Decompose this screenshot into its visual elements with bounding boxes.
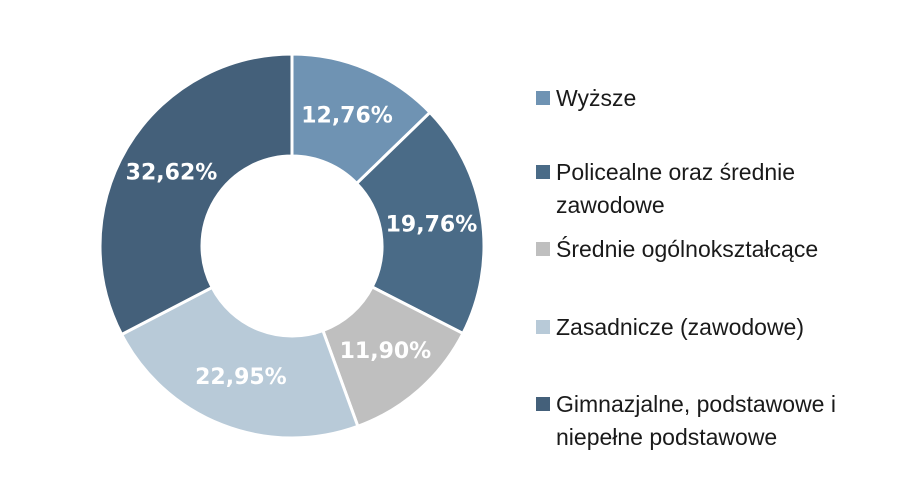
legend-swatch [536, 91, 550, 105]
legend-label: Wyższe [556, 85, 637, 111]
legend-item-policealne: Policealne oraz średnie zawodowe [536, 158, 856, 222]
data-label-srednie-ogolnoksztalcace: 11,90% [340, 339, 432, 364]
legend-item-srednie-ogolnoksztalcace: Średnie ogólnokształcące [536, 235, 891, 266]
legend-label: Zasadnicze (zawodowe) [556, 314, 805, 340]
legend-swatch [536, 242, 550, 256]
legend-item-gimnazjalne: Gimnazjalne, podstawowe i niepełne podst… [536, 390, 886, 454]
donut-slice-gimnazjalne [98, 52, 294, 336]
donut-slice-policealne [355, 110, 486, 335]
data-label-wyzsze: 12,76% [301, 104, 393, 129]
data-label-gimnazjalne: 32,62% [126, 160, 218, 185]
data-label-policealne: 19,76% [386, 213, 478, 238]
donut-slices [98, 52, 486, 440]
legend-label: Policealne oraz średnie zawodowe [556, 159, 796, 218]
legend-swatch [536, 320, 550, 334]
legend-item-zasadnicze: Zasadnicze (zawodowe) [536, 313, 891, 344]
legend-item-wyzsze: Wyższe [536, 84, 891, 115]
legend-swatch [536, 397, 550, 411]
legend-label: Średnie ogólnokształcące [556, 236, 819, 262]
donut-labels: 12,76% 19,76% 11,90% 22,95% 32,62% [126, 104, 478, 390]
legend-swatch [536, 165, 550, 179]
data-label-zasadnicze: 22,95% [195, 365, 287, 390]
donut-slice-zasadnicze [120, 285, 360, 440]
legend-label: Gimnazjalne, podstawowe i niepełne podst… [556, 391, 836, 450]
chart-legend: Wyższe Policealne oraz średnie zawodowe … [536, 0, 891, 491]
